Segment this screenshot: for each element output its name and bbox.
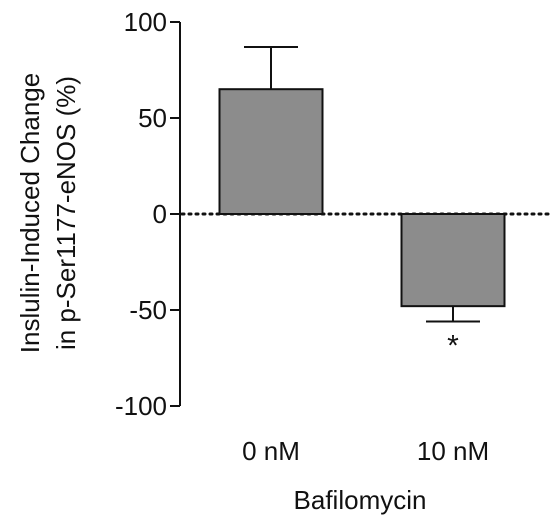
- y-axis: 100 50 0 -50 -100: [115, 7, 181, 421]
- significance-marker: *: [447, 330, 459, 363]
- y-axis-title-line-2: in p-Ser1177-eNOS (%): [51, 76, 81, 350]
- x-tick-labels: 0 nM 10 nM: [242, 436, 489, 466]
- x-tick-label-2: 10 nM: [417, 436, 489, 466]
- bar-1: [218, 88, 324, 215]
- bars: *: [218, 45, 506, 363]
- x-tick-label-1: 0 nM: [242, 436, 300, 466]
- x-axis-title: Bafilomycin: [294, 485, 427, 515]
- y-tick-label: -50: [129, 295, 167, 325]
- y-axis-title: Inslulin-Induced Change in p-Ser1177-eNO…: [15, 73, 81, 353]
- y-tick-label: 0: [153, 199, 167, 229]
- y-axis-title-line-1: Inslulin-Induced Change: [15, 73, 45, 353]
- y-tick-label: 100: [124, 7, 167, 37]
- bar-2: [400, 213, 506, 308]
- y-tick-label: 50: [138, 103, 167, 133]
- y-tick-label: -100: [115, 391, 167, 421]
